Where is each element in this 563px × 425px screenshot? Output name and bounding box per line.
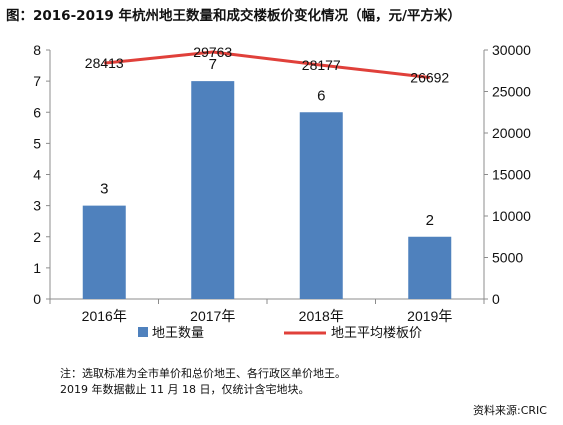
x-tick-label: 2017年 — [190, 308, 235, 324]
x-tick-label: 2016年 — [82, 308, 127, 324]
x-tick-label: 2018年 — [299, 308, 344, 324]
bar — [191, 81, 235, 299]
source-label: 资料来源:CRIC — [473, 404, 547, 417]
y-left-tick-label: 3 — [33, 198, 41, 214]
chart-title: 图：2016-2019 年杭州地王数量和成交楼板价变化情况（幅，元/平方米） — [6, 8, 461, 24]
footnote-line-2: 2019 年数据截止 11 月 18 日，仅统计含宅地块。 — [60, 383, 310, 396]
y-left-tick-label: 8 — [33, 42, 41, 58]
y-right-tick-label: 0 — [492, 291, 500, 307]
y-right-tick-label: 15000 — [492, 167, 531, 183]
y-right-tick-label: 20000 — [492, 125, 531, 141]
y-right-tick-label: 10000 — [492, 208, 531, 224]
bar-data-label: 2 — [426, 212, 434, 229]
line-data-label: 28177 — [302, 57, 341, 73]
line-data-label: 26692 — [410, 69, 449, 85]
y-left-tick-label: 6 — [33, 104, 41, 120]
line-series — [104, 50, 430, 79]
footnote-line-1: 注：选取标准为全市单价和总价地王、各行政区单价地王。 — [60, 367, 346, 380]
legend-label-bars: 地王数量 — [152, 325, 204, 340]
bar-data-label: 7 — [209, 56, 217, 73]
bar — [82, 205, 126, 299]
y-right-tick-label: 25000 — [492, 84, 531, 100]
y-left-tick-label: 0 — [33, 291, 41, 307]
line-data-label: 29763 — [193, 44, 232, 60]
y-left-tick-label: 5 — [33, 135, 41, 151]
bar — [408, 236, 452, 299]
legend-swatch-bars — [138, 327, 148, 337]
bar-data-label: 6 — [317, 87, 325, 104]
y-right-tick-label: 30000 — [492, 42, 531, 58]
y-left-tick-label: 4 — [33, 167, 41, 183]
line-data-label: 28413 — [85, 55, 124, 71]
bar — [299, 112, 343, 299]
bar-data-label: 3 — [100, 181, 108, 198]
y-left-tick-label: 1 — [33, 260, 41, 276]
y-left-tick-label: 2 — [33, 229, 41, 245]
x-tick-label: 2019年 — [407, 308, 452, 324]
y-right-tick-label: 5000 — [492, 250, 523, 266]
y-left-tick-label: 7 — [33, 73, 41, 89]
legend-label-line: 地王平均楼板价 — [331, 325, 422, 340]
